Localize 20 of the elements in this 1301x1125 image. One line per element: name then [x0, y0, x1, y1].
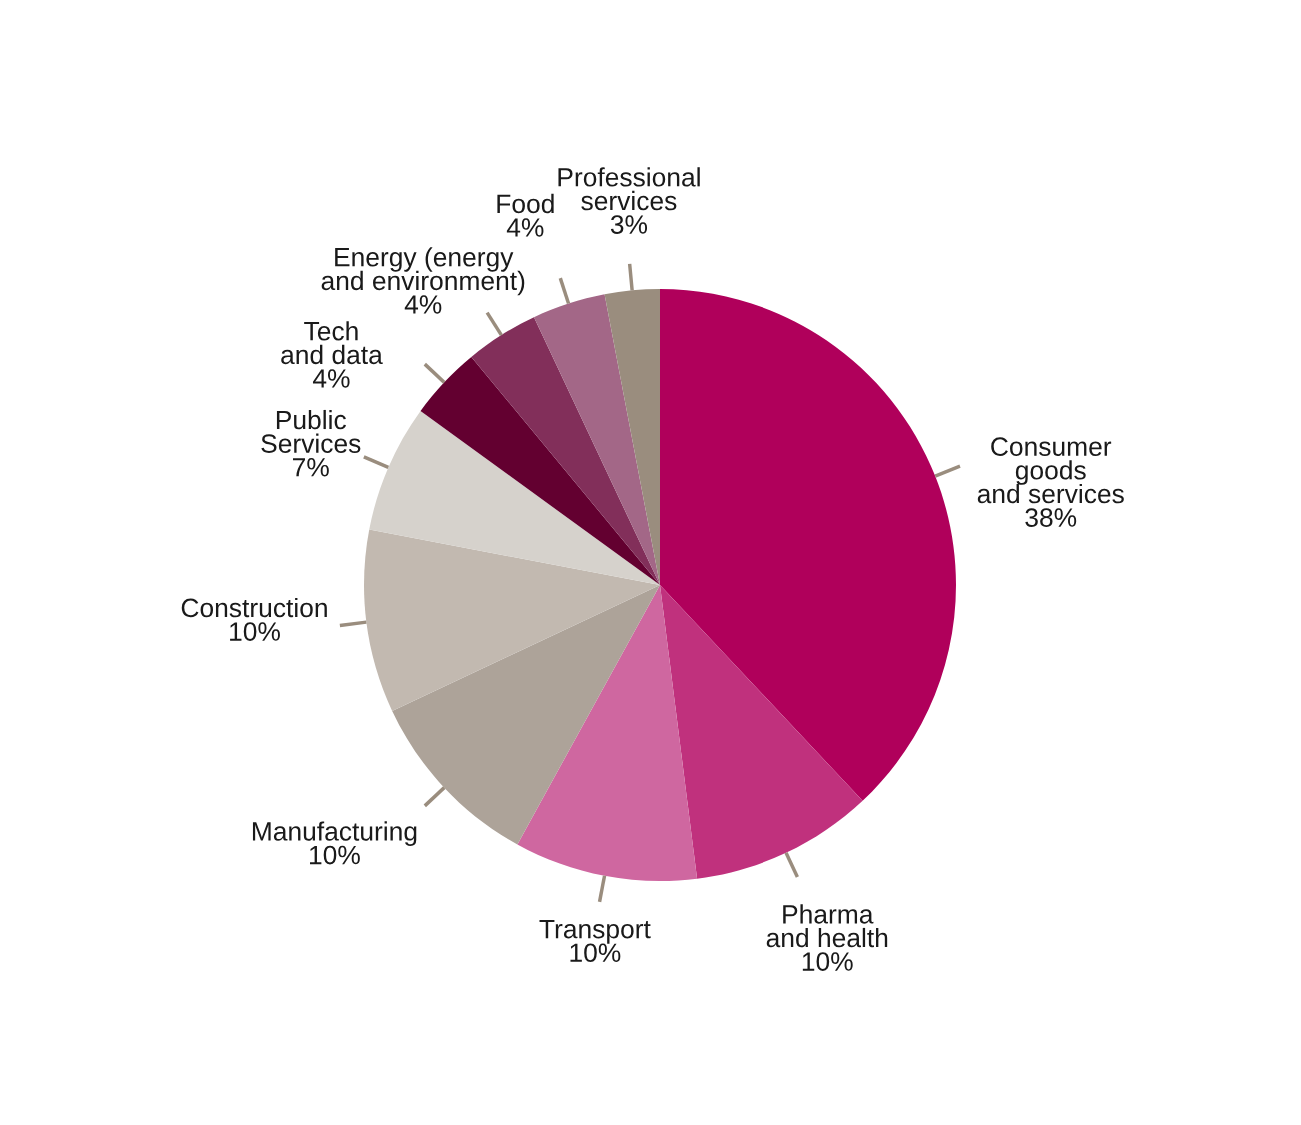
data-label: 7%	[293, 458, 329, 477]
data-label: 10%	[230, 622, 280, 641]
slice-label: Professional services	[558, 167, 700, 211]
slice-label: Construction	[181, 597, 327, 618]
slice-label: Transport	[539, 920, 651, 944]
slice-label: Consumer goods and services	[977, 437, 1124, 504]
data-label: 4%	[404, 295, 442, 314]
slice-label: Manufacturing	[252, 821, 417, 846]
data-label: 4%	[312, 369, 350, 388]
slice-label: Food	[497, 193, 554, 214]
data-label: 10%	[570, 943, 621, 963]
slice-label: Pharma and health	[766, 904, 888, 948]
data-label: 10%	[310, 845, 360, 865]
data-label: 10%	[802, 952, 853, 971]
data-label: 3%	[610, 215, 648, 234]
data-label: 38%	[1025, 508, 1077, 527]
slice-label: Energy (energy and environment)	[321, 247, 525, 296]
slice-label: Public Services	[261, 409, 361, 453]
data-label: 4%	[506, 218, 544, 237]
slice-label: Tech and data	[281, 321, 383, 365]
